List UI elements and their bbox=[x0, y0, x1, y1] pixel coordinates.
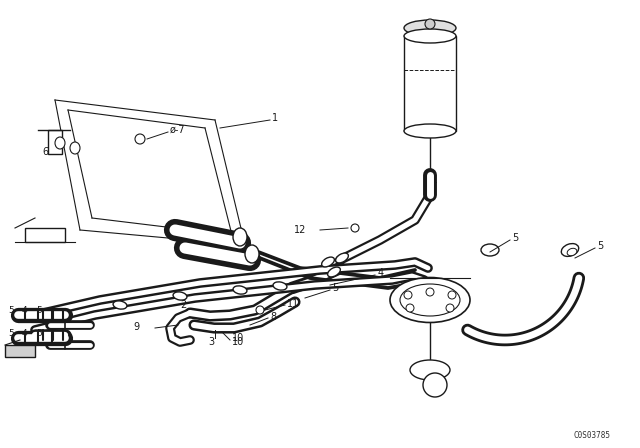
Ellipse shape bbox=[404, 29, 456, 43]
Ellipse shape bbox=[561, 244, 579, 256]
Ellipse shape bbox=[113, 301, 127, 309]
Ellipse shape bbox=[400, 284, 460, 316]
Text: 2: 2 bbox=[180, 300, 186, 310]
Text: 4: 4 bbox=[22, 306, 28, 314]
Circle shape bbox=[351, 224, 359, 232]
Ellipse shape bbox=[404, 20, 456, 36]
Text: 6: 6 bbox=[42, 147, 48, 157]
Circle shape bbox=[135, 134, 145, 144]
Ellipse shape bbox=[233, 228, 247, 246]
Text: ø-7: ø-7 bbox=[170, 125, 186, 135]
Text: 3: 3 bbox=[208, 337, 214, 347]
Circle shape bbox=[448, 291, 456, 299]
Text: 1: 1 bbox=[272, 113, 278, 123]
Text: 5: 5 bbox=[8, 328, 13, 337]
Ellipse shape bbox=[245, 245, 259, 263]
Text: C0S03785: C0S03785 bbox=[573, 431, 610, 440]
Circle shape bbox=[425, 19, 435, 29]
Ellipse shape bbox=[481, 244, 499, 256]
Text: 11: 11 bbox=[287, 299, 300, 309]
Ellipse shape bbox=[567, 248, 577, 256]
Circle shape bbox=[404, 291, 412, 299]
Ellipse shape bbox=[233, 286, 247, 294]
Ellipse shape bbox=[273, 282, 287, 290]
Bar bbox=[25, 228, 65, 242]
Text: 4: 4 bbox=[378, 268, 384, 278]
Text: 5: 5 bbox=[36, 328, 42, 337]
Circle shape bbox=[406, 304, 414, 312]
Ellipse shape bbox=[70, 142, 80, 154]
Ellipse shape bbox=[335, 253, 348, 263]
Bar bbox=[5, 345, 35, 357]
Circle shape bbox=[256, 306, 264, 314]
Text: 5: 5 bbox=[597, 241, 604, 251]
Ellipse shape bbox=[173, 292, 187, 300]
Text: 5: 5 bbox=[512, 233, 518, 243]
Text: 4: 4 bbox=[22, 328, 28, 337]
Text: 10: 10 bbox=[232, 337, 244, 347]
Bar bbox=[404, 36, 456, 131]
Text: 5: 5 bbox=[332, 283, 339, 293]
Text: 9: 9 bbox=[134, 322, 140, 332]
Ellipse shape bbox=[328, 267, 340, 277]
Ellipse shape bbox=[322, 257, 334, 267]
Text: 8: 8 bbox=[270, 312, 276, 322]
Circle shape bbox=[446, 304, 454, 312]
Ellipse shape bbox=[410, 360, 450, 380]
Text: 5: 5 bbox=[8, 306, 13, 314]
Bar bbox=[48, 130, 62, 154]
Text: 12: 12 bbox=[294, 225, 306, 235]
Circle shape bbox=[426, 288, 434, 296]
Ellipse shape bbox=[404, 124, 456, 138]
Ellipse shape bbox=[390, 277, 470, 323]
Ellipse shape bbox=[55, 137, 65, 149]
Text: 5: 5 bbox=[36, 306, 42, 314]
Text: 10: 10 bbox=[232, 333, 244, 343]
Circle shape bbox=[423, 373, 447, 397]
